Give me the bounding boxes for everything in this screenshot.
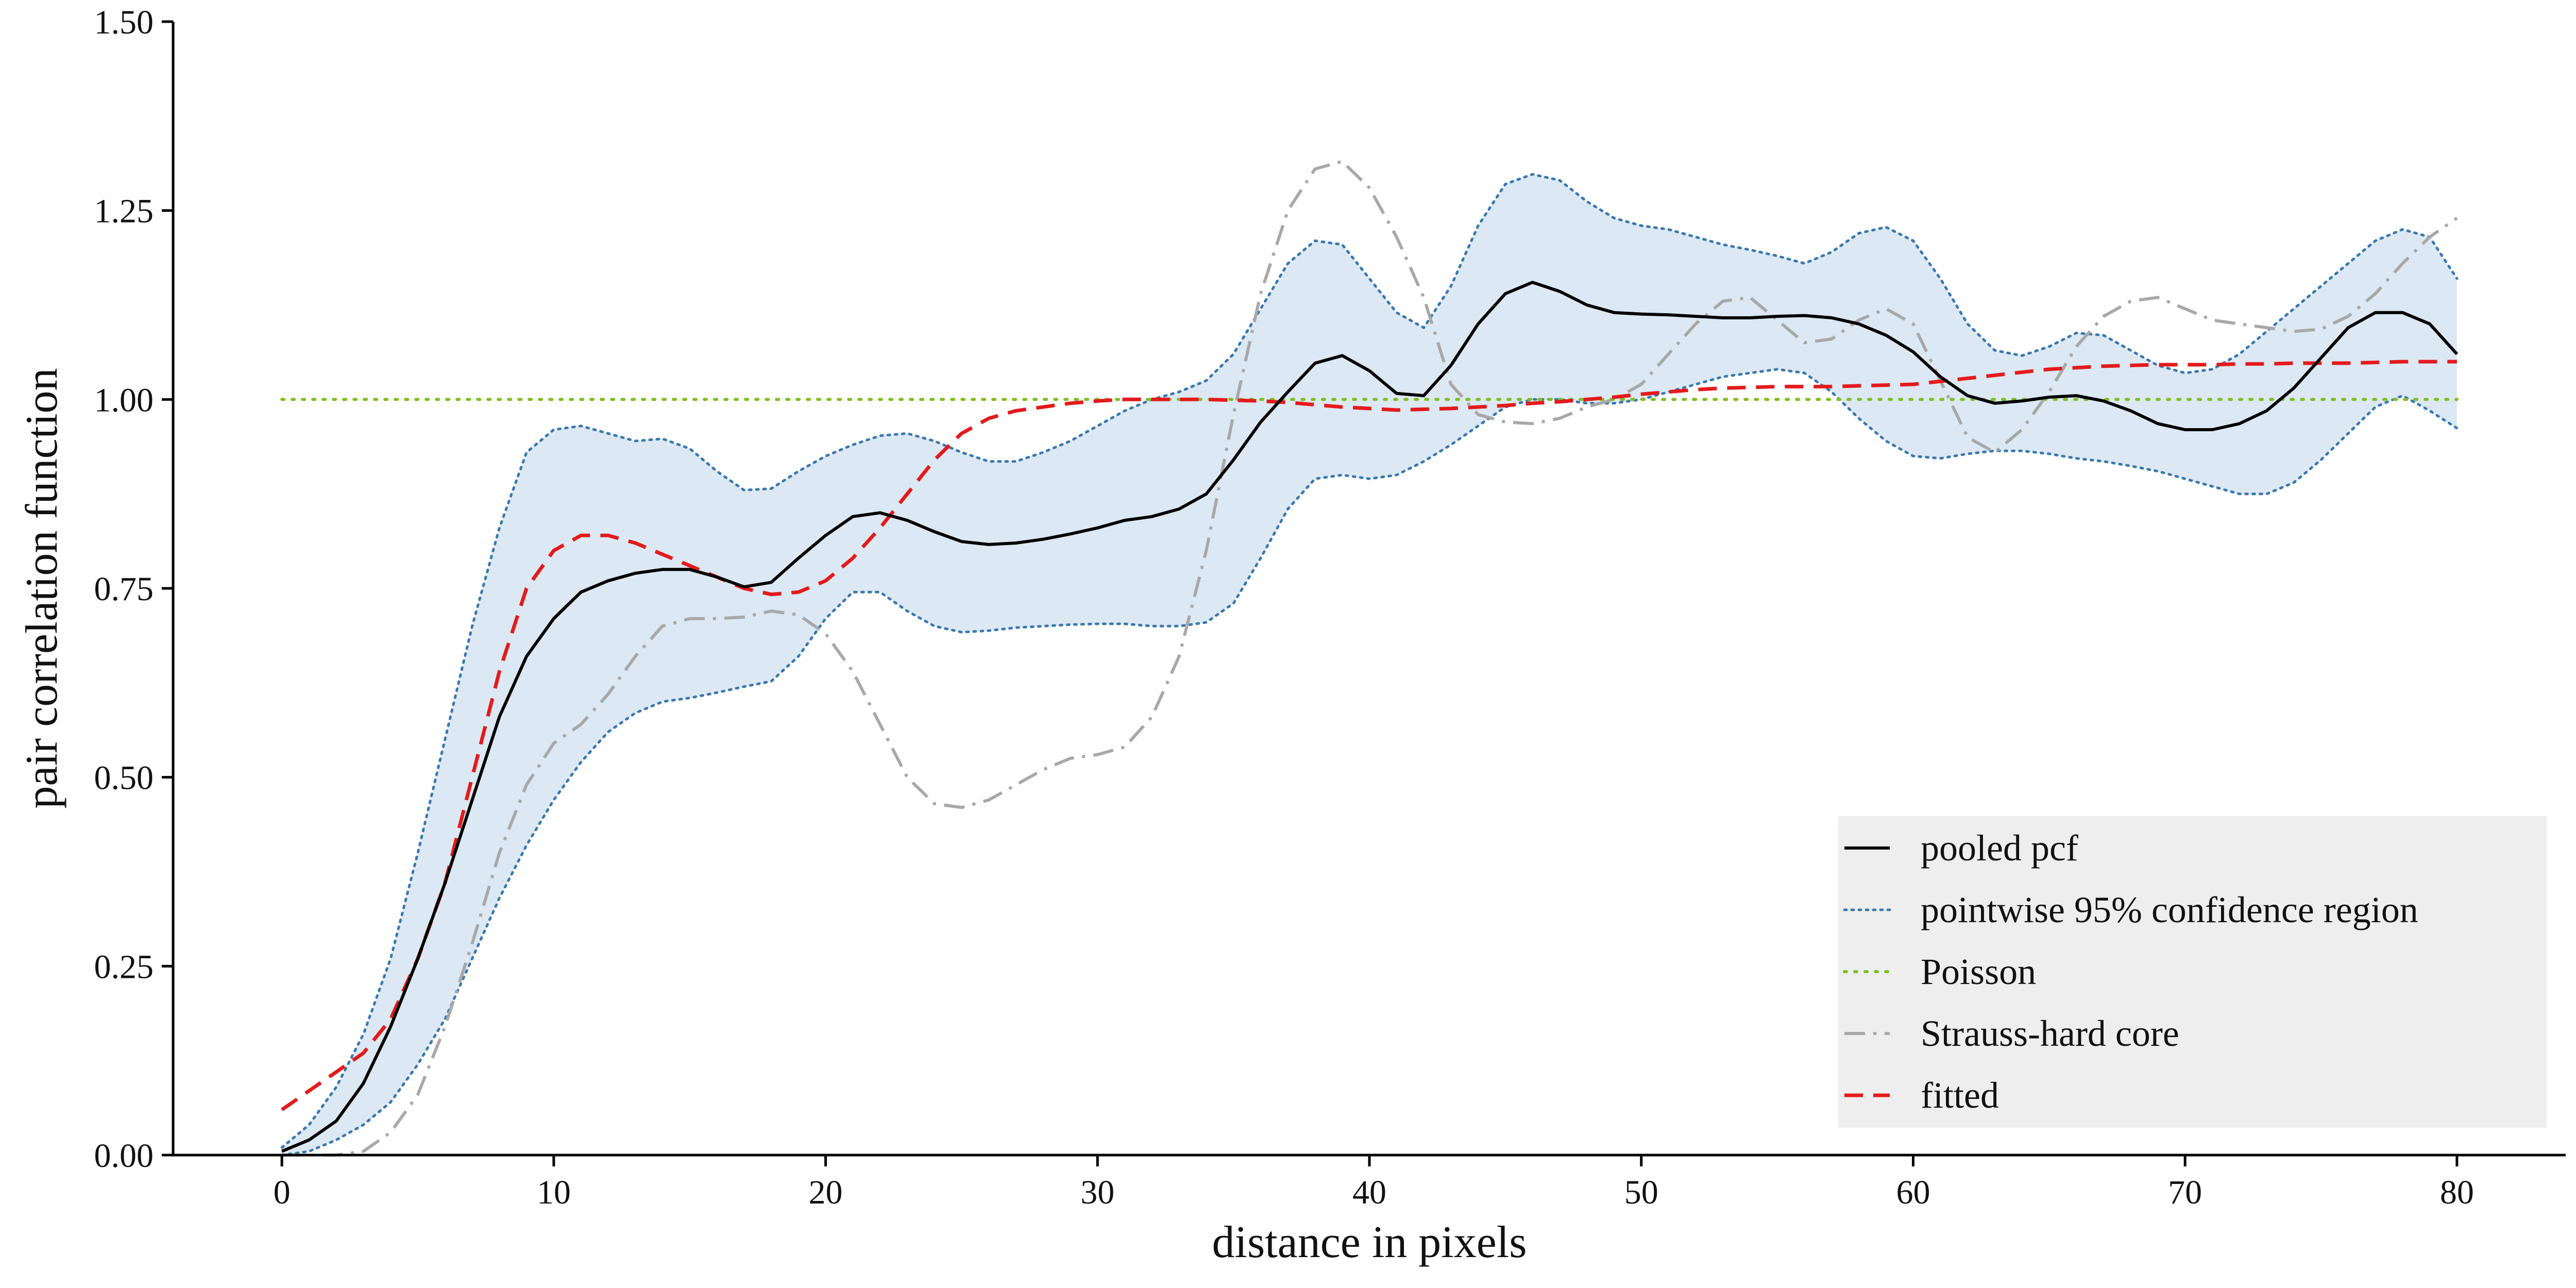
x-tick-label: 70 — [2168, 1174, 2202, 1211]
legend-item: Poisson — [1843, 951, 2036, 992]
x-tick-label: 20 — [809, 1174, 843, 1211]
x-tick-label: 0 — [274, 1174, 291, 1211]
y-axis-title: pair correlation function — [17, 368, 67, 808]
series-fitted — [281, 360, 2457, 1111]
legend-item: pointwise 95% confidence region — [1843, 889, 2418, 930]
y-tick-label: 0.75 — [94, 570, 154, 608]
legend-item: pooled pcf — [1844, 827, 2078, 869]
legend-background — [1838, 816, 2547, 1128]
confidence-band-layer — [280, 173, 2459, 1157]
legend-label: Strauss-hard core — [1921, 1013, 2179, 1054]
legend-label: pointwise 95% confidence region — [1921, 889, 2418, 930]
y-tick-label: 1.00 — [94, 381, 154, 419]
series-strauss-hard-core — [282, 160, 2458, 1157]
x-tick-label: 30 — [1080, 1174, 1114, 1211]
x-tick-label: 50 — [1624, 1174, 1658, 1211]
legend-label: fitted — [1921, 1075, 1999, 1116]
y-tick-label: 0.00 — [94, 1137, 154, 1175]
legend-item: fitted — [1844, 1075, 1999, 1116]
y-tick-label: 0.25 — [94, 948, 154, 986]
y-tick-label: 1.25 — [94, 193, 154, 230]
legend-label: pooled pcf — [1921, 827, 2078, 869]
x-tick-label: 80 — [2440, 1174, 2474, 1211]
y-tick-label: 1.50 — [94, 4, 154, 41]
series-pooled-pcf — [281, 281, 2459, 1153]
x-tick-label: 60 — [1896, 1174, 1930, 1211]
legend-label: Poisson — [1921, 951, 2036, 992]
legend: pooled pcf pointwise 95% confidence regio… — [1838, 816, 2547, 1128]
confidence-band-upper — [280, 173, 2459, 1149]
legend-item: Strauss-hard core — [1844, 1013, 2179, 1054]
y-tick-label: 0.50 — [94, 759, 154, 797]
series-layer — [280, 160, 2459, 1157]
legend-items: pooled pcf pointwise 95% confidence regio… — [1843, 827, 2418, 1116]
confidence-band-fill — [282, 174, 2457, 1155]
y-ticks: 0.00 0.25 0.50 0.75 1.00 1.25 1.50 — [94, 4, 173, 1175]
x-ticks: 0 10 20 30 40 50 60 70 80 — [274, 1155, 2474, 1211]
x-tick-label: 10 — [537, 1174, 571, 1211]
x-tick-label: 40 — [1352, 1174, 1386, 1211]
x-axis-title: distance in pixels — [1212, 1217, 1527, 1267]
confidence-band-lower — [280, 368, 2459, 1157]
